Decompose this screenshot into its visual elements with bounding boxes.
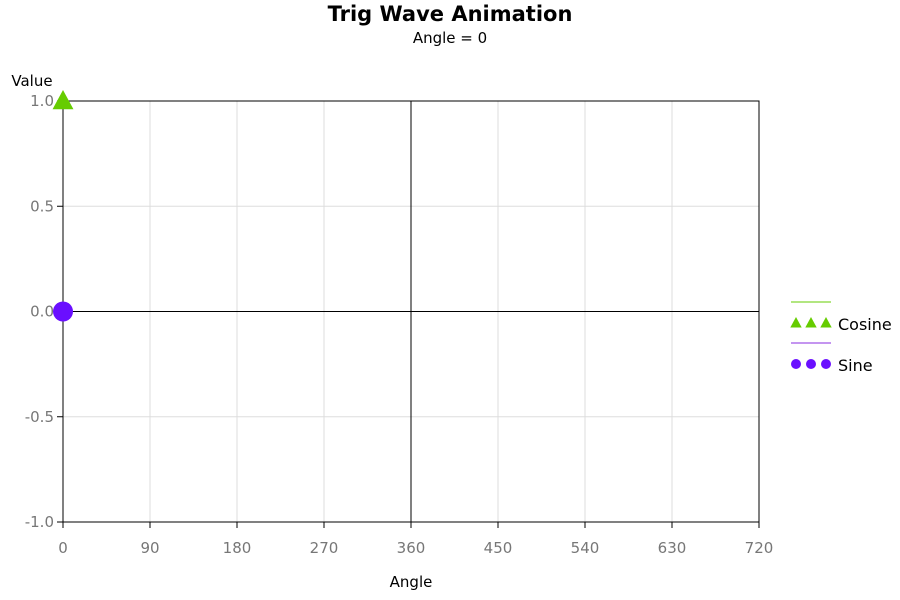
chart-title: Trig Wave Animation	[328, 2, 573, 26]
series-markers	[52, 90, 74, 322]
x-axis-label: Angle	[390, 573, 433, 591]
legend-sine-symbol	[791, 359, 801, 369]
legend: Cosine Sine	[790, 301, 892, 375]
y-tick-label: 0.0	[30, 303, 54, 321]
y-tick-label: 0.5	[30, 197, 54, 215]
x-tick-label: 630	[658, 539, 687, 557]
x-tick-label: 90	[140, 539, 159, 557]
x-tick-label: 270	[310, 539, 339, 557]
axis-ticks: 0 90 180 270 360 450 540 630 720 1.0 0.5 0.0 -0.5 -1.…	[25, 92, 774, 557]
cosine-marker	[52, 90, 74, 110]
legend-sine-symbol	[806, 359, 816, 369]
legend-cosine-symbol	[805, 317, 817, 328]
legend-cosine-symbol	[790, 317, 802, 328]
y-tick-label: -0.5	[25, 408, 54, 426]
legend-sine-symbol	[821, 359, 831, 369]
chart-subtitle: Angle = 0	[413, 29, 487, 47]
legend-cosine-label: Cosine	[838, 315, 892, 334]
y-tick-label: -1.0	[25, 513, 54, 531]
x-tick-label: 720	[745, 539, 774, 557]
sine-marker	[53, 301, 73, 322]
x-tick-label: 0	[58, 539, 68, 557]
x-tick-label: 360	[397, 539, 426, 557]
x-tick-label: 450	[484, 539, 513, 557]
y-tick-label: 1.0	[30, 92, 54, 110]
y-axis-label: Value	[11, 72, 52, 90]
legend-cosine-symbol	[820, 317, 832, 328]
legend-sine-label: Sine	[838, 356, 873, 375]
reference-lines	[63, 101, 759, 522]
x-tick-label: 180	[223, 539, 252, 557]
x-tick-label: 540	[571, 539, 600, 557]
